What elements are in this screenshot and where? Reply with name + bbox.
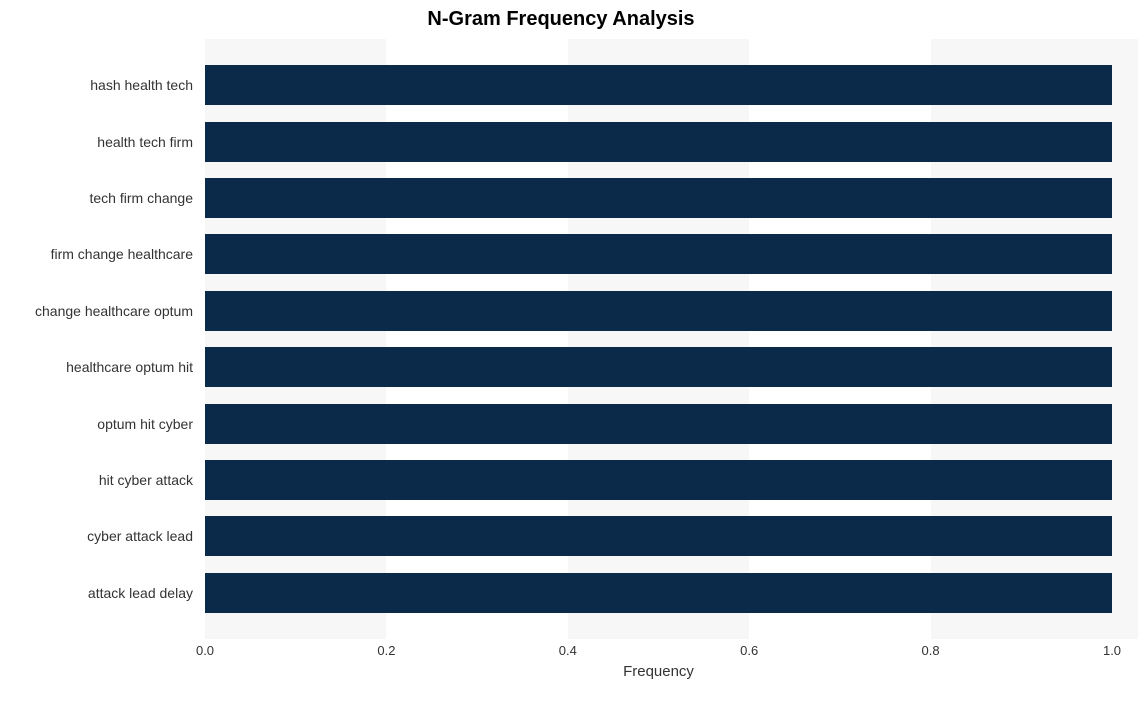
bar-row: hit cyber attack <box>205 460 1112 500</box>
bar <box>205 65 1112 105</box>
bar-label: change healthcare optum <box>35 303 205 319</box>
bar-row: cyber attack lead <box>205 516 1112 556</box>
bar-row: health tech firm <box>205 122 1112 162</box>
bar <box>205 291 1112 331</box>
chart-title: N-Gram Frequency Analysis <box>10 8 1112 31</box>
bar-label: hit cyber attack <box>99 472 205 488</box>
bar-row: attack lead delay <box>205 573 1112 613</box>
bar-label: optum hit cyber <box>97 416 205 432</box>
bar-label: cyber attack lead <box>87 528 205 544</box>
bar-label: tech firm change <box>90 190 206 206</box>
x-tick: 0.4 <box>559 643 577 658</box>
bar <box>205 573 1112 613</box>
x-tick: 0.0 <box>196 643 214 658</box>
x-axis: 0.00.20.40.60.81.0 <box>205 639 1112 659</box>
plot-area: hash health tech health tech firm tech fir… <box>205 39 1112 639</box>
x-tick: 0.8 <box>922 643 940 658</box>
bar <box>205 234 1112 274</box>
ngram-frequency-chart: N-Gram Frequency Analysis hash health te… <box>0 0 1142 701</box>
bar-label: health tech firm <box>97 134 205 150</box>
x-axis-label: Frequency <box>205 663 1112 680</box>
x-tick: 0.6 <box>740 643 758 658</box>
bar <box>205 347 1112 387</box>
x-tick: 0.2 <box>377 643 395 658</box>
bar <box>205 178 1112 218</box>
bar-label: attack lead delay <box>88 585 205 601</box>
bars-container: hash health tech health tech firm tech fir… <box>205 39 1112 639</box>
bar-row: firm change healthcare <box>205 234 1112 274</box>
bar-row: tech firm change <box>205 178 1112 218</box>
bar <box>205 460 1112 500</box>
bar-row: optum hit cyber <box>205 404 1112 444</box>
bar <box>205 516 1112 556</box>
grid-band-tail <box>1112 39 1138 639</box>
bar <box>205 122 1112 162</box>
bar-label: healthcare optum hit <box>66 359 205 375</box>
bar-label: firm change healthcare <box>51 246 205 262</box>
x-tick: 1.0 <box>1103 643 1121 658</box>
bar <box>205 404 1112 444</box>
bar-label: hash health tech <box>90 77 205 93</box>
bar-row: change healthcare optum <box>205 291 1112 331</box>
bar-row: healthcare optum hit <box>205 347 1112 387</box>
bar-row: hash health tech <box>205 65 1112 105</box>
